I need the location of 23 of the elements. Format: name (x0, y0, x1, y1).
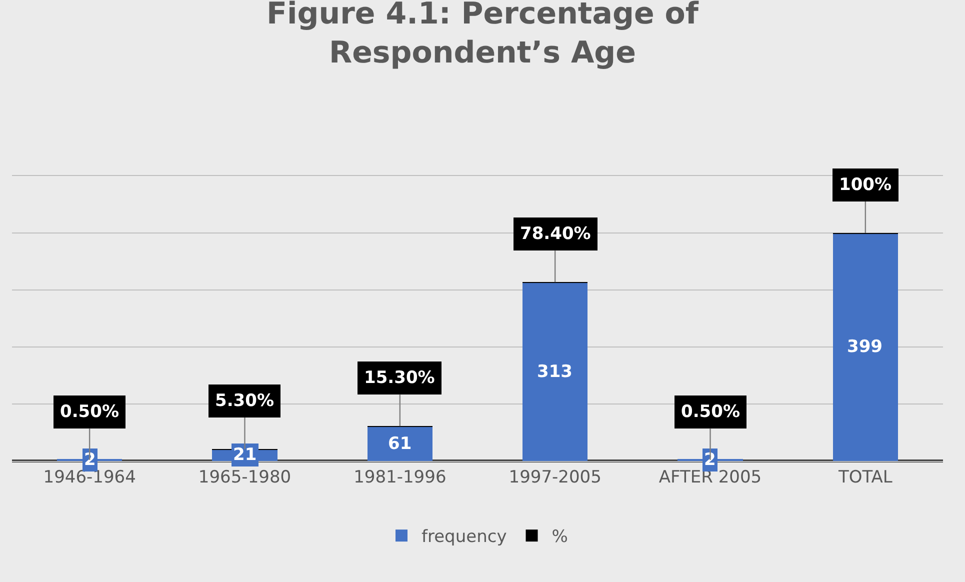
x-tick-label: 1946-1964 (43, 467, 136, 488)
data-label: 2 (704, 450, 716, 470)
data-label: 2 (84, 450, 96, 470)
data-label: 61 (388, 434, 412, 454)
data-label: 313 (537, 362, 572, 382)
x-tick-label: TOTAL (837, 467, 893, 488)
legend-label: % (552, 527, 568, 548)
chart-title: Figure 4.1: Percentage of Respondent’s Age (266, 0, 700, 70)
data-label: 399 (847, 337, 882, 357)
data-label: 78.40% (520, 224, 591, 244)
x-tick-label: 1997-2005 (508, 467, 602, 488)
x-tick-label: 1981-1996 (354, 467, 446, 488)
data-label: 15.30% (364, 368, 435, 388)
x-tick-label: 1965-1980 (198, 467, 292, 488)
data-label: 21 (233, 445, 257, 465)
data-label: 100% (839, 175, 892, 195)
bar (832, 234, 898, 461)
data-label: 0.50% (60, 402, 119, 422)
legend-label: frequency (422, 527, 507, 548)
data-label: 5.30% (215, 391, 274, 411)
x-tick-label: AFTER 2005 (658, 467, 762, 488)
data-label: 0.50% (681, 402, 740, 422)
bar (522, 282, 588, 461)
